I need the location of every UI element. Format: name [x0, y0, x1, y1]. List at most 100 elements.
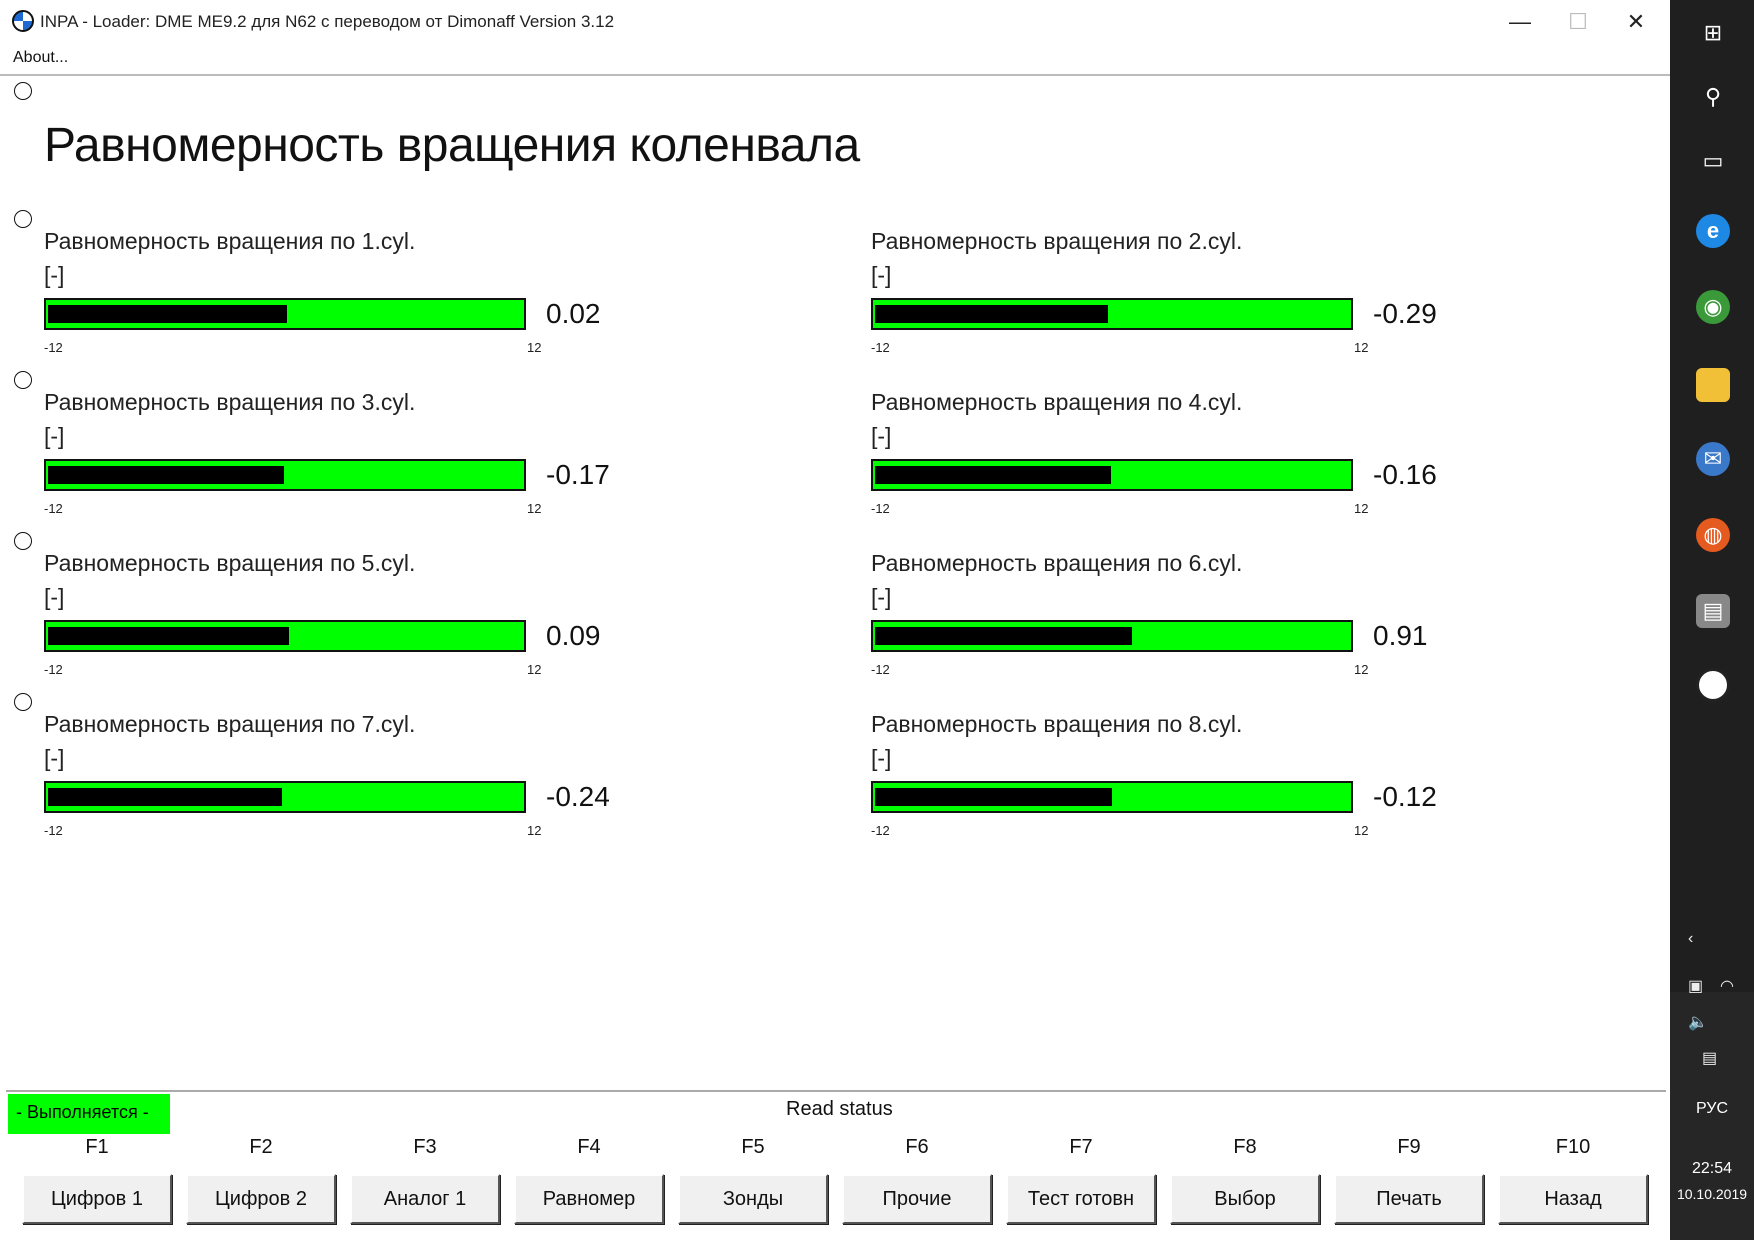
gauge-max: 12	[527, 501, 542, 516]
fkey-label-f8: F8	[1233, 1136, 1257, 1158]
window-title: INPA - Loader: DME ME9.2 для N62 с перев…	[40, 12, 615, 31]
section-radio[interactable]	[14, 532, 32, 550]
chrome-icon[interactable]: ◉	[1696, 290, 1730, 324]
gauge-unit: [-]	[871, 423, 892, 449]
section-radio[interactable]	[14, 82, 32, 100]
gauge-max: 12	[1354, 501, 1369, 516]
clock-time[interactable]: 22:54	[1691, 1160, 1733, 1177]
gauge-cyl-3: Равномерность вращения по 3.cyl. [-] -0.17…	[44, 389, 744, 529]
fkey-label-f9: F9	[1397, 1136, 1421, 1158]
menu-about[interactable]: About...	[13, 49, 69, 66]
fkey-button-f9[interactable]: Печать	[1334, 1174, 1484, 1224]
fkey-label-f1: F1	[85, 1136, 109, 1158]
gauge-fill	[875, 305, 1109, 323]
gauge-label: Равномерность вращения по 8.cyl.	[871, 711, 1243, 737]
gauge-cyl-6: Равномерность вращения по 6.cyl. [-] 0.91 -…	[871, 550, 1571, 690]
gauge-value: -0.12	[1373, 781, 1437, 812]
gauge-min: -12	[44, 501, 63, 516]
clock-date[interactable]: 10.10.2019	[1676, 1186, 1748, 1202]
search-icon[interactable]: ⚲	[1704, 84, 1722, 109]
fkey-button-f8[interactable]: Выбор	[1170, 1174, 1320, 1224]
fkey-button-f3[interactable]: Аналог 1	[350, 1174, 500, 1224]
maximize-button[interactable]: ☐	[1568, 9, 1588, 34]
gauge-min: -12	[871, 501, 890, 516]
title-bar: INPA - Loader: DME ME9.2 для N62 с перев…	[0, 0, 1670, 44]
firefox-icon[interactable]: ◍	[1696, 518, 1730, 552]
gauge-label: Равномерность вращения по 3.cyl.	[44, 389, 416, 415]
gauge-min: -12	[871, 340, 890, 355]
bmw-logo-icon	[12, 10, 34, 32]
gauge-bar	[44, 298, 526, 330]
windows-icon[interactable]: ⊞	[1703, 20, 1723, 45]
gauge-min: -12	[44, 340, 63, 355]
fkey-label-f2: F2	[249, 1136, 273, 1158]
windows-taskbar: ⊞ ⚲ ▭ e ◉ ✉ ◍ ▤ ‹ ▣ ◠ 🔈 ▤ РУС 22:54 10.1…	[1670, 0, 1754, 1240]
section-radio[interactable]	[14, 210, 32, 228]
page-title: Равномерность вращения коленвала	[44, 119, 860, 172]
gauge-value: -0.29	[1373, 298, 1437, 329]
gauge-cyl-5: Равномерность вращения по 5.cyl. [-] 0.09 -…	[44, 550, 744, 690]
gauge-label: Равномерность вращения по 2.cyl.	[871, 228, 1243, 254]
volume-icon[interactable]: 🔈	[1688, 1014, 1708, 1031]
gauge-unit: [-]	[44, 262, 65, 288]
close-button[interactable]: ✕	[1626, 9, 1646, 34]
gauge-label: Равномерность вращения по 7.cyl.	[44, 711, 416, 737]
gauge-bar	[44, 781, 526, 813]
inpa-window: INPA - Loader: DME ME9.2 для N62 с перев…	[0, 0, 1670, 1240]
fkey-button-f1[interactable]: Цифров 1	[22, 1174, 172, 1224]
gauge-bar	[871, 781, 1353, 813]
bmw-inpa-icon[interactable]	[1696, 668, 1730, 702]
gauge-cyl-2: Равномерность вращения по 2.cyl. [-] -0.29…	[871, 228, 1571, 368]
section-radio[interactable]	[14, 371, 32, 389]
gauge-unit: [-]	[44, 584, 65, 610]
running-indicator: - Выполняется -	[8, 1094, 170, 1134]
minimize-button[interactable]: —	[1509, 9, 1531, 34]
status-text: Read status	[786, 1098, 893, 1120]
gauge-fill	[48, 788, 283, 806]
internet-explorer-icon[interactable]: e	[1696, 214, 1730, 248]
fkey-button-f2[interactable]: Цифров 2	[186, 1174, 336, 1224]
gauge-value: 0.91	[1373, 620, 1428, 651]
gauge-cyl-4: Равномерность вращения по 4.cyl. [-] -0.16…	[871, 389, 1571, 529]
gauge-bar	[871, 620, 1353, 652]
section-radio[interactable]	[14, 693, 32, 711]
fkey-button-f7[interactable]: Тест готовн	[1006, 1174, 1156, 1224]
gauge-label: Равномерность вращения по 6.cyl.	[871, 550, 1243, 576]
fkey-label-f6: F6	[905, 1136, 929, 1158]
gauge-unit: [-]	[871, 584, 892, 610]
gauge-bar	[871, 459, 1353, 491]
wifi-icon[interactable]: ◠	[1720, 978, 1734, 995]
task-view-icon[interactable]: ▭	[1702, 148, 1724, 173]
gauge-max: 12	[527, 340, 542, 355]
fkey-button-f6[interactable]: Прочие	[842, 1174, 992, 1224]
gauge-cyl-1: Равномерность вращения по 1.cyl. [-] 0.02 -…	[44, 228, 744, 368]
chevron-left-icon[interactable]: ‹	[1688, 930, 1694, 947]
fkey-button-f4[interactable]: Равномер	[514, 1174, 664, 1224]
gauge-value: 0.02	[546, 298, 601, 329]
gauge-max: 12	[1354, 340, 1369, 355]
gauge-cyl-7: Равномерность вращения по 7.cyl. [-] -0.24…	[44, 711, 744, 851]
notification-icon[interactable]: ▤	[1702, 1050, 1718, 1067]
menu-bar: About...	[0, 44, 1670, 76]
fkey-button-f10[interactable]: Назад	[1498, 1174, 1648, 1224]
inpa-app-icon[interactable]: ▤	[1696, 594, 1730, 628]
gauge-bar	[871, 298, 1353, 330]
gauge-fill	[48, 305, 288, 323]
fkey-label-f10: F10	[1555, 1136, 1591, 1158]
gauge-fill	[48, 466, 284, 484]
gauge-fill	[48, 627, 289, 645]
gauge-fill	[875, 627, 1133, 645]
gauge-max: 12	[527, 662, 542, 677]
file-explorer-icon[interactable]	[1696, 368, 1730, 402]
gauge-label: Равномерность вращения по 5.cyl.	[44, 550, 416, 576]
language-indicator[interactable]: РУС	[1695, 1100, 1729, 1117]
gauge-value: -0.24	[546, 781, 610, 812]
gauge-max: 12	[1354, 662, 1369, 677]
thunderbird-icon[interactable]: ✉	[1696, 442, 1730, 476]
battery-icon[interactable]: ▣	[1688, 978, 1704, 995]
gauge-bar	[44, 459, 526, 491]
gauge-cyl-8: Равномерность вращения по 8.cyl. [-] -0.12…	[871, 711, 1571, 851]
fkey-button-f5[interactable]: Зонды	[678, 1174, 828, 1224]
gauge-label: Равномерность вращения по 1.cyl.	[44, 228, 416, 254]
gauge-unit: [-]	[871, 262, 892, 288]
